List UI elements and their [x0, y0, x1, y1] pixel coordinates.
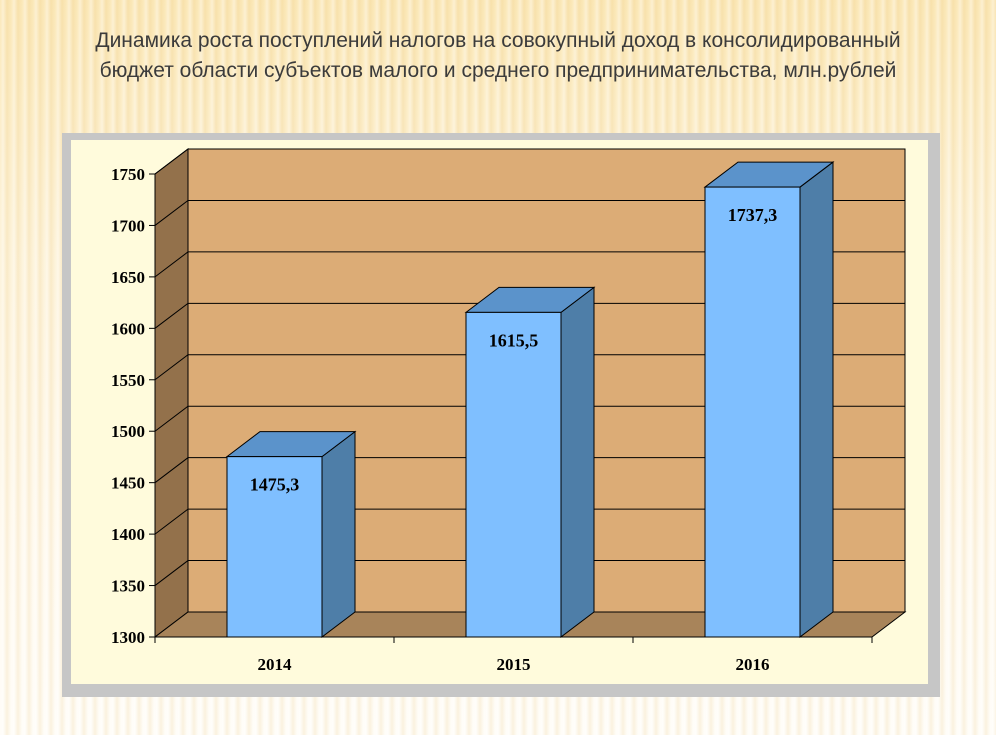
x-tick-label: 2015 — [497, 655, 531, 674]
chart-title: Динамика роста поступлений налогов на со… — [95, 29, 901, 82]
y-tick-label: 1700 — [111, 216, 145, 235]
data-label: 1615,5 — [489, 330, 539, 350]
y-tick-label: 1750 — [111, 165, 145, 184]
gridline — [154, 354, 905, 381]
labels: 1475,3 2014 1615,5 2015 1737,3 2016 — [250, 205, 778, 674]
y-tick-label: 1550 — [111, 371, 145, 390]
y-tick-label: 1650 — [111, 268, 145, 287]
y-tick-label: 1500 — [111, 422, 145, 441]
data-label: 1737,3 — [728, 205, 778, 225]
bar-2016 — [704, 186, 801, 638]
x-tick-label: 2014 — [258, 655, 293, 674]
y-tick-label: 1350 — [111, 577, 145, 596]
gridline — [154, 560, 905, 586]
data-label: 1475,3 — [250, 475, 300, 495]
bar-2015 — [465, 311, 562, 638]
x-tick-label: 2016 — [736, 655, 770, 674]
y-tick-label: 1450 — [111, 474, 145, 493]
gridline — [154, 457, 905, 484]
gridline — [154, 508, 905, 535]
gridline — [154, 148, 905, 175]
axes: 1300 1350 1400 1450 1500 1550 1600 1650 1700 1750 — [111, 165, 873, 647]
y-tick-label: 1300 — [111, 628, 145, 647]
gridline — [154, 251, 905, 278]
gridline — [154, 199, 905, 226]
bar-side — [560, 286, 595, 639]
y-tick-label: 1400 — [111, 525, 145, 544]
bar-2014 — [226, 456, 323, 638]
bars — [225, 161, 835, 639]
bar-side — [321, 430, 356, 639]
bar-side — [799, 161, 834, 639]
gridline — [154, 302, 905, 329]
gridline — [154, 405, 905, 432]
y-tick-label: 1600 — [111, 319, 145, 338]
gridlines — [154, 148, 905, 586]
